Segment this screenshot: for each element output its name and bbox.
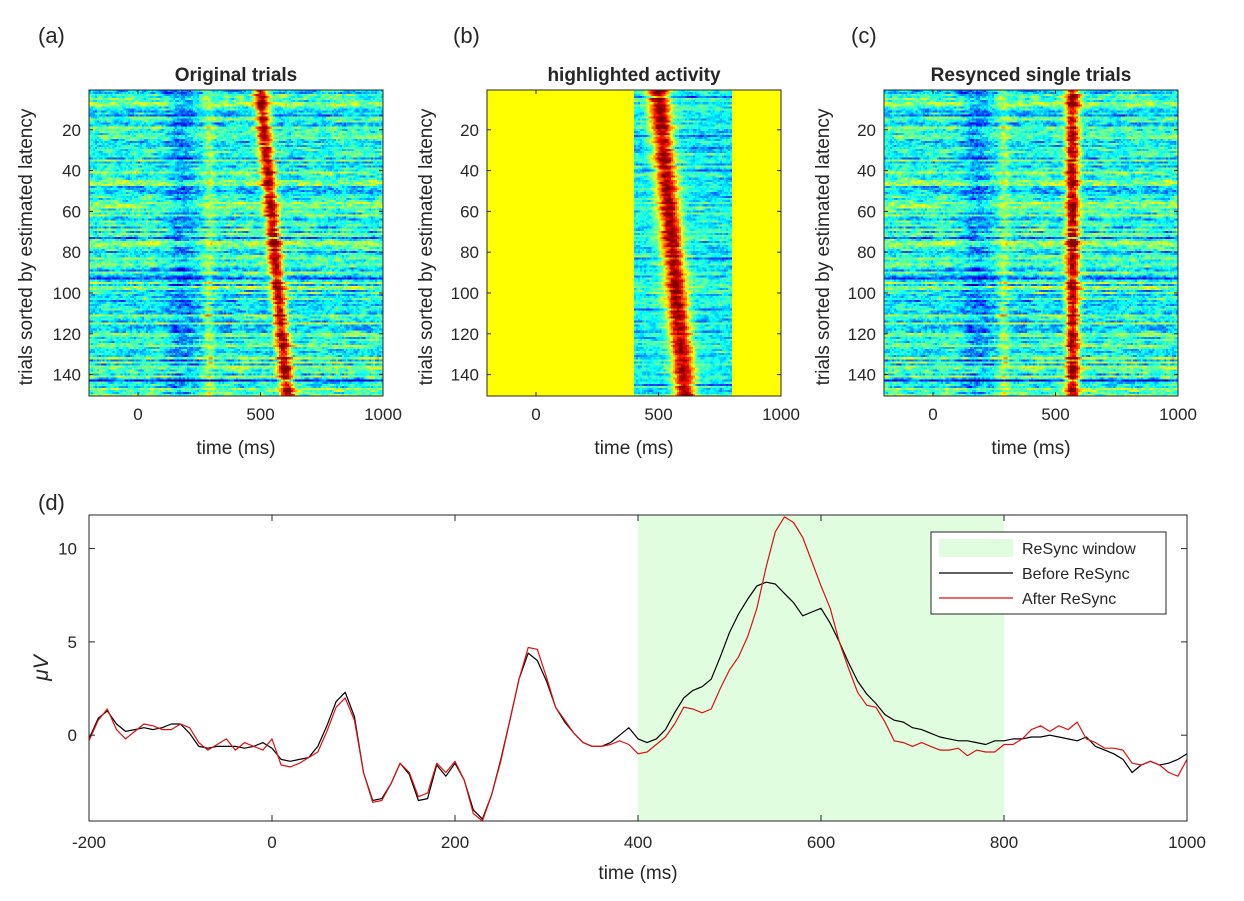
y-tick-label: 0 — [68, 726, 77, 745]
y-tick-label: 40 — [460, 162, 479, 181]
y-tick-label: 20 — [460, 121, 479, 140]
legend-swatch-resync-window — [939, 539, 1013, 557]
x-tick-label: 400 — [624, 833, 652, 852]
x-tick-label: 500 — [246, 405, 274, 424]
x-tick-label: 1000 — [762, 405, 800, 424]
x-axis-label: time (ms) — [991, 438, 1070, 459]
x-tick-label: 1000 — [364, 405, 402, 424]
chart-title: highlighted activity — [547, 65, 721, 86]
y-axis-label: trials sorted by estimated latency — [416, 108, 437, 385]
heatmap-image — [89, 90, 383, 396]
y-tick-label: 20 — [857, 121, 876, 140]
chart-title: Resynced single trials — [931, 65, 1132, 86]
y-tick-label: 80 — [62, 243, 81, 262]
x-tick-label: -200 — [72, 833, 106, 852]
x-axis-label: time (ms) — [598, 863, 677, 884]
panel-label: (c) — [851, 23, 877, 48]
y-axis-label: trials sorted by estimated latency — [16, 108, 37, 385]
x-tick-label: 600 — [807, 833, 835, 852]
y-tick-label: 80 — [857, 243, 876, 262]
panel-label: (d) — [38, 490, 65, 515]
x-tick-label: 800 — [990, 833, 1018, 852]
x-tick-label: 500 — [1041, 405, 1069, 424]
y-tick-label: 60 — [857, 202, 876, 221]
legend-label: After ReSync — [1022, 591, 1116, 608]
plot-frame — [883, 89, 1179, 397]
y-tick-label: 120 — [451, 325, 479, 344]
x-tick-label: 0 — [267, 833, 276, 852]
line-panel: -200 0 200 400 600 800 1000 0 5 10 (d) time (ms) μV R… — [30, 490, 1206, 884]
y-axis-label: trials sorted by estimated latency — [813, 108, 834, 385]
heatmap-panel-a: 0 500 1000 20 40 60 80 100 120 140 Original trials… — [16, 23, 402, 459]
x-axis-label: time (ms) — [594, 438, 673, 459]
y-tick-label: 80 — [460, 243, 479, 262]
plot-frame — [486, 89, 782, 397]
x-tick-label: 1000 — [1168, 833, 1206, 852]
y-tick-label: 60 — [460, 202, 479, 221]
y-tick-label: 120 — [848, 325, 876, 344]
y-tick-label: 100 — [53, 284, 81, 303]
y-axis-label: μV — [30, 653, 53, 682]
y-tick-label: 40 — [62, 162, 81, 181]
x-tick-label: 500 — [644, 405, 672, 424]
panel-label: (b) — [453, 23, 480, 48]
y-tick-label: 140 — [53, 366, 81, 385]
after-resync-line — [88, 516, 1188, 822]
y-tick-label: 60 — [62, 202, 81, 221]
y-tick-label: 100 — [848, 284, 876, 303]
heatmap-panel-b: 0 500 1000 20 40 60 80 100 120 140 highlighted act… — [416, 23, 800, 459]
panel-label: (a) — [38, 23, 65, 48]
heatmap-image — [884, 90, 1178, 396]
x-tick-label: 0 — [531, 405, 540, 424]
legend-label: Before ReSync — [1022, 566, 1130, 583]
x-tick-label: 200 — [441, 833, 469, 852]
before-resync-line — [88, 581, 1188, 820]
y-tick-label: 20 — [62, 121, 81, 140]
y-tick-label: 120 — [53, 325, 81, 344]
heatmap-image — [487, 90, 781, 396]
x-tick-label: 0 — [133, 405, 142, 424]
y-tick-label: 10 — [58, 540, 77, 559]
y-tick-label: 5 — [68, 633, 77, 652]
legend: ReSync window Before ReSync After ReSync — [930, 531, 1167, 615]
y-tick-label: 140 — [451, 366, 479, 385]
heatmap-panel-c: 0 500 1000 20 40 60 80 100 120 140 Resynced single… — [813, 23, 1197, 459]
legend-label: ReSync window — [1022, 541, 1136, 558]
chart-title: Original trials — [175, 65, 297, 86]
y-tick-label: 40 — [857, 162, 876, 181]
x-axis-label: time (ms) — [196, 438, 275, 459]
y-tick-label: 100 — [451, 284, 479, 303]
plot-frame — [88, 89, 384, 397]
y-tick-label: 140 — [848, 366, 876, 385]
x-tick-label: 0 — [928, 405, 937, 424]
x-tick-label: 1000 — [1159, 405, 1197, 424]
